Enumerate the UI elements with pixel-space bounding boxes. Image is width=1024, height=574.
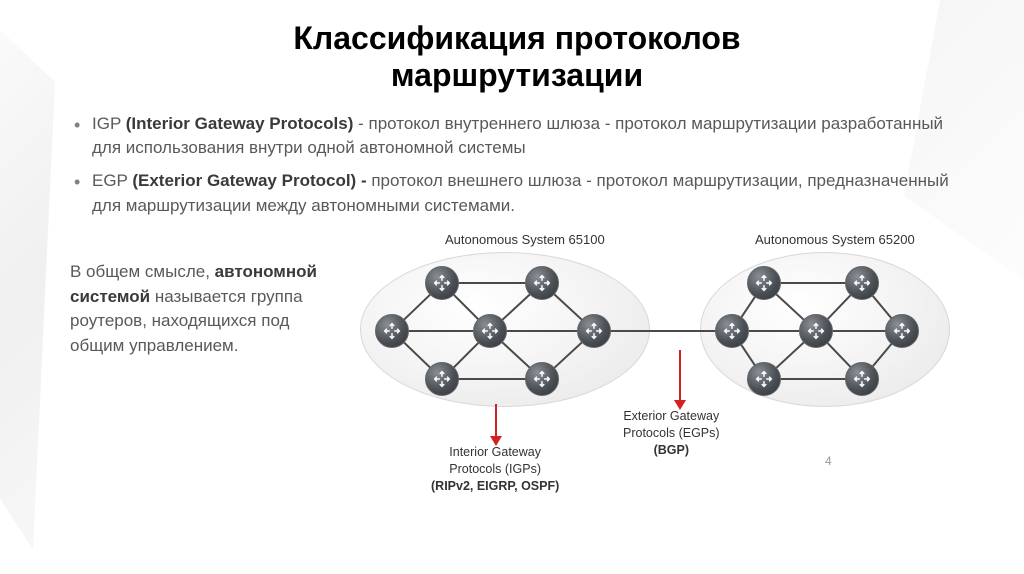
router-icon xyxy=(375,314,409,348)
arrow-icon xyxy=(495,404,497,438)
sidenote-text: В общем смысле, автономной системой назы… xyxy=(70,230,345,359)
router-icon xyxy=(845,362,879,396)
protocol-label: Interior GatewayProtocols (IGPs)(RIPv2, … xyxy=(431,444,559,495)
as-label: Autonomous System 65200 xyxy=(755,232,915,247)
sidenote-lead: В общем смысле, xyxy=(70,262,215,281)
router-icon xyxy=(885,314,919,348)
router-icon xyxy=(525,266,559,300)
router-icon xyxy=(525,362,559,396)
bullet-list: IGP (Interior Gateway Protocols) - прото… xyxy=(70,112,964,219)
router-icon xyxy=(715,314,749,348)
router-icon xyxy=(747,266,781,300)
bullet-bold: (Interior Gateway Protocols) xyxy=(126,114,354,133)
page-number: 4 xyxy=(825,454,832,468)
router-icon xyxy=(747,362,781,396)
slide-content: Классификация протоколов маршрутизации I… xyxy=(0,0,1024,520)
router-icon xyxy=(425,266,459,300)
network-diagram: Autonomous System 65100 Autonomous System… xyxy=(355,230,964,500)
arrow-icon xyxy=(679,350,681,402)
router-icon xyxy=(845,266,879,300)
bullet-lead: IGP xyxy=(92,114,126,133)
slide-title: Классификация протоколов маршрутизации xyxy=(70,20,964,94)
router-icon xyxy=(425,362,459,396)
bullet-egp: EGP (Exterior Gateway Protocol) - проток… xyxy=(70,169,964,218)
router-icon xyxy=(799,314,833,348)
bullet-lead: EGP xyxy=(92,171,132,190)
lower-row: В общем смысле, автономной системой назы… xyxy=(70,230,964,500)
bullet-igp: IGP (Interior Gateway Protocols) - прото… xyxy=(70,112,964,161)
title-line-2: маршрутизации xyxy=(391,57,643,93)
bullet-bold: (Exterior Gateway Protocol) - xyxy=(132,171,366,190)
as-label: Autonomous System 65100 xyxy=(445,232,605,247)
router-icon xyxy=(577,314,611,348)
router-icon xyxy=(473,314,507,348)
title-line-1: Классификация протоколов xyxy=(293,20,740,56)
network-edge xyxy=(594,330,732,332)
protocol-label: Exterior GatewayProtocols (EGPs)(BGP) xyxy=(623,408,720,459)
